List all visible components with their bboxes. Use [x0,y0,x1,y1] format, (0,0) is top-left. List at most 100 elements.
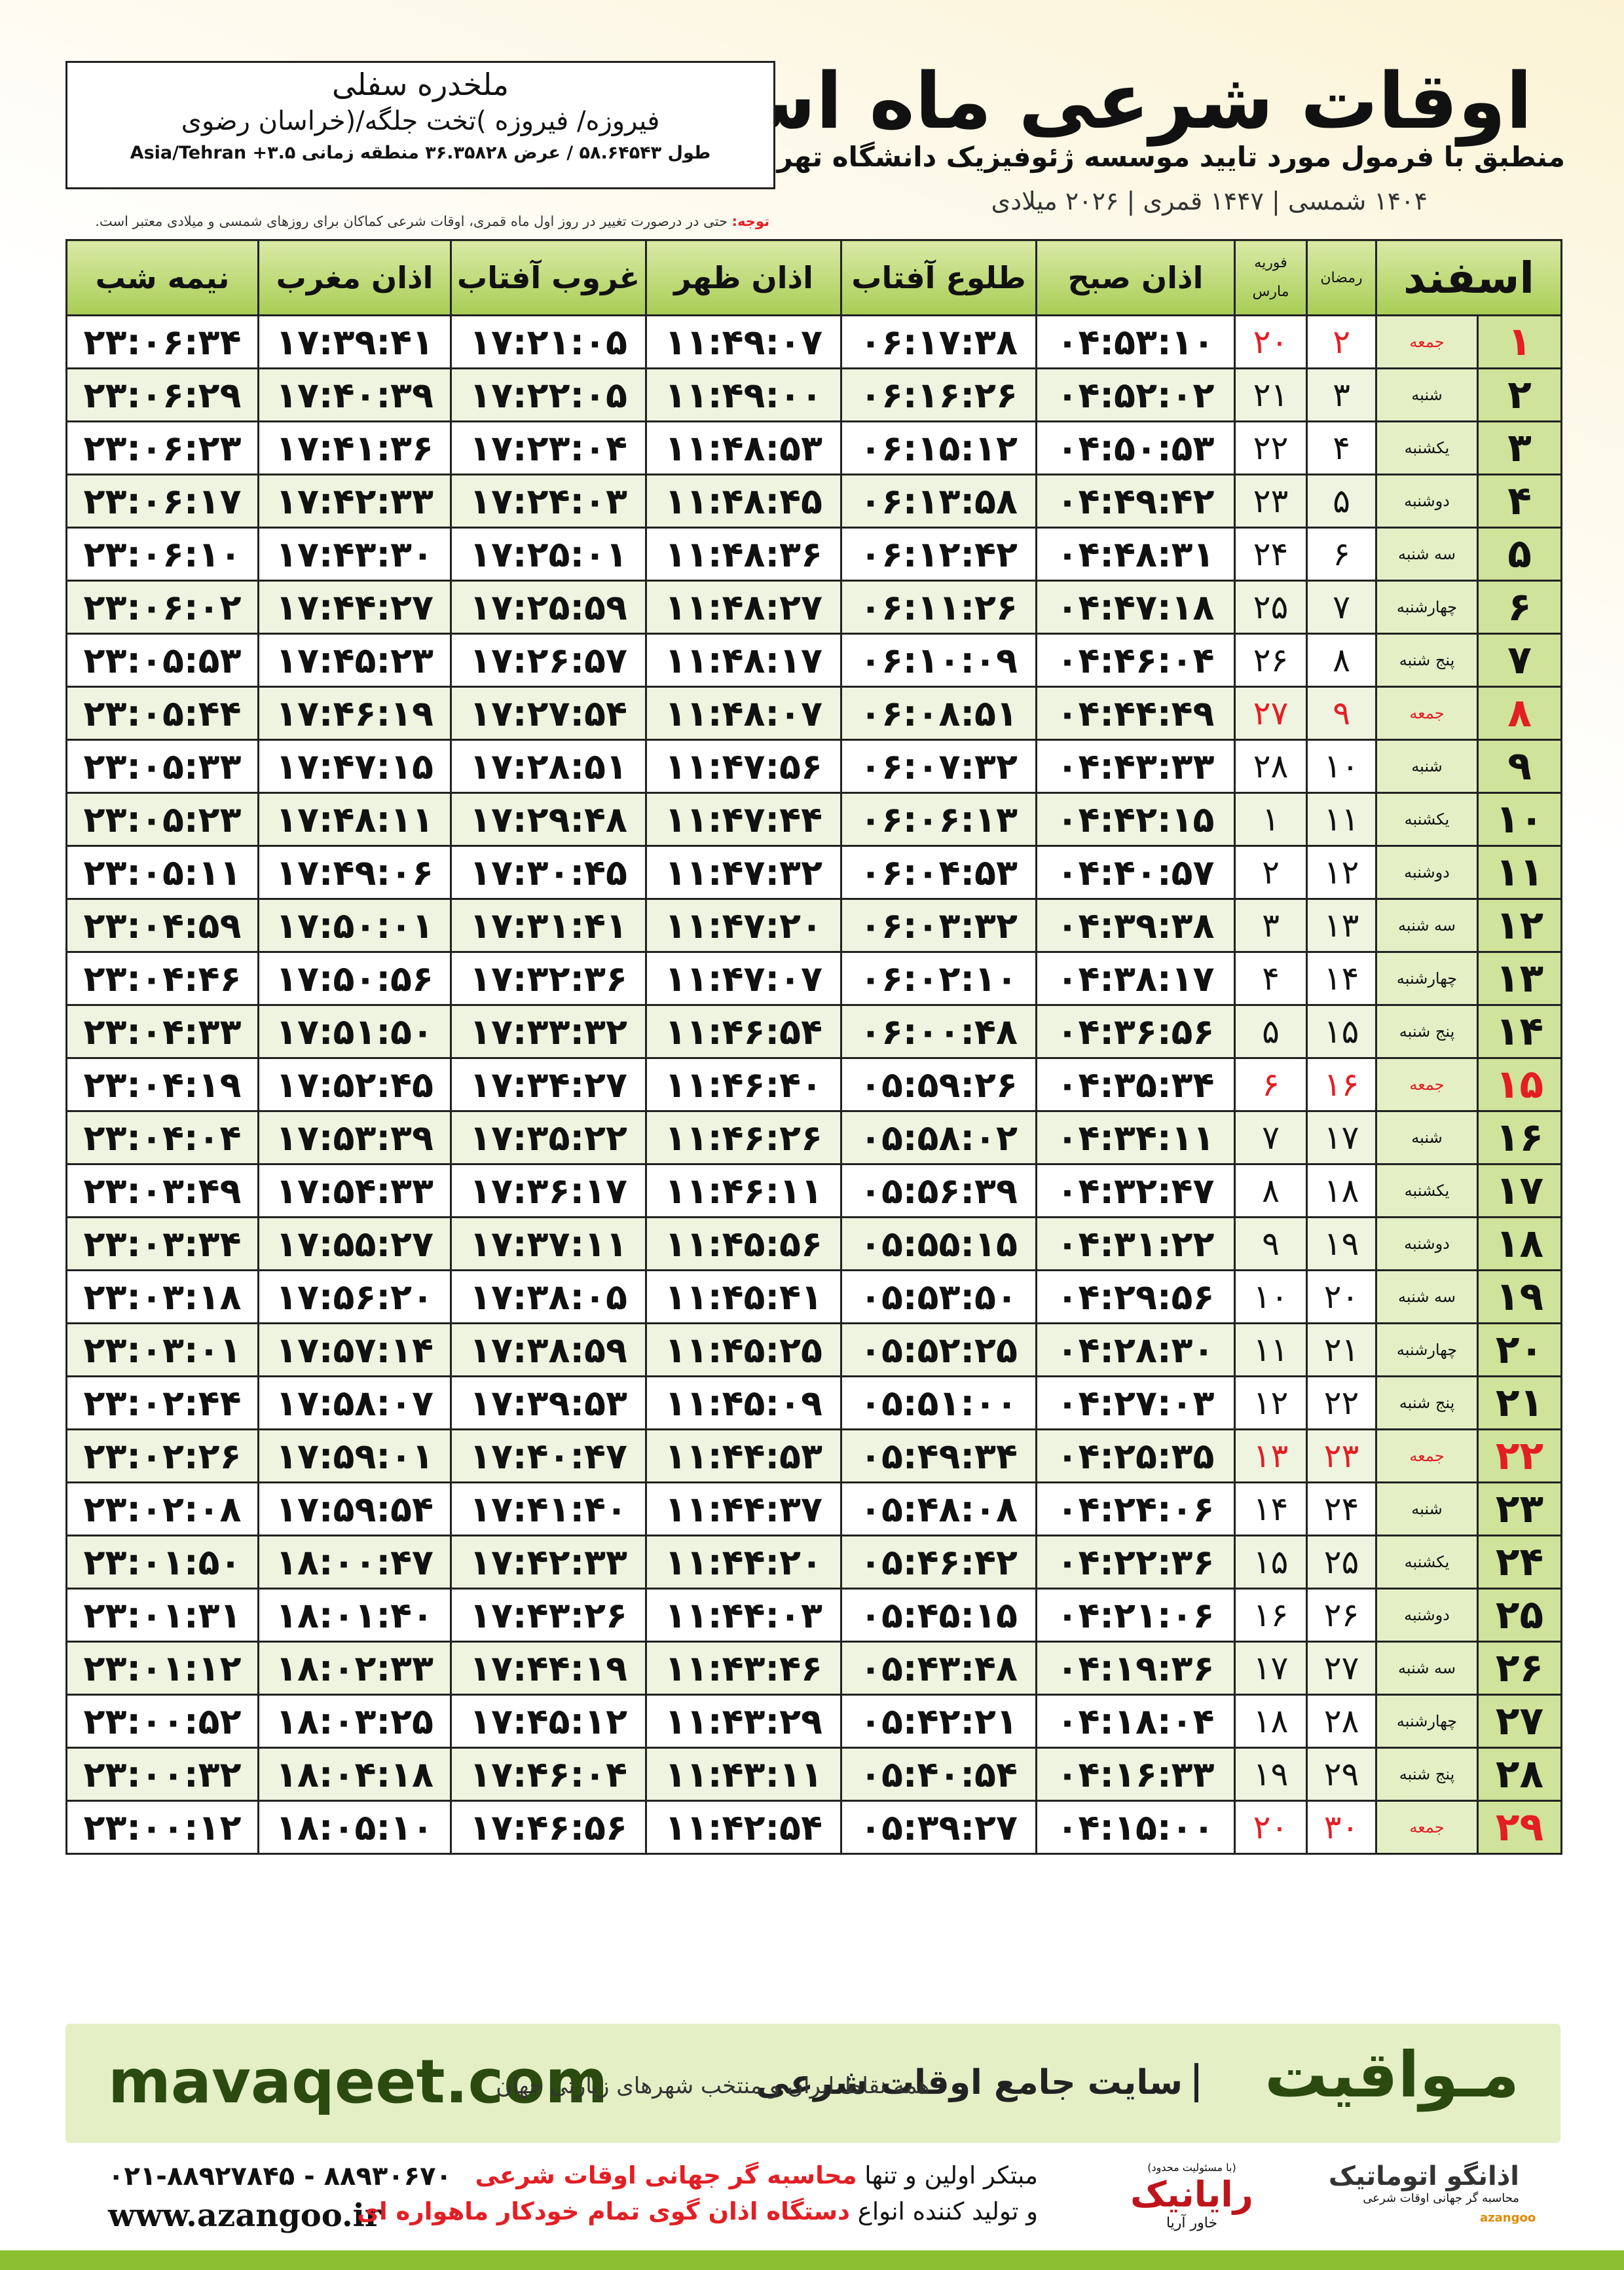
sunset: ۱۷:۴۴:۱۹ [450,1641,647,1696]
table-row: ۲۱ پنج شنبه ۲۲ ۱۲ ۰۴:۲۷:۰۳ ۰۵:۵۱:۰۰ ۱۱:۴۵:۰۹ ۱۷… [65,1375,1563,1430]
ramadan-day: ۲ [1306,314,1377,369]
fajr: ۰۴:۵۳:۱۰ [1035,314,1236,369]
bottom-bar [0,2250,1624,2270]
promo-highlight: دستگاه اذان گوی تمام خودکار ماهواره ای [357,2197,850,2225]
maghrib: ۱۸:۰۰:۴۷ [257,1535,452,1590]
fajr: ۰۴:۴۶:۰۴ [1035,633,1236,688]
sunset: ۱۷:۳۴:۲۷ [450,1057,647,1112]
day: ۱۸ [1477,1216,1563,1271]
weekday: سه شنبه [1375,898,1479,953]
maghrib: ۱۸:۰۳:۲۵ [257,1694,452,1749]
sunrise: ۰۵:۵۱:۰۰ [840,1375,1037,1430]
ramadan-day: ۴ [1306,420,1377,475]
day: ۴ [1477,474,1563,529]
sunrise: ۰۶:۱۱:۲۶ [840,580,1037,635]
sunrise: ۰۵:۵۲:۲۵ [840,1322,1037,1377]
weekday: پنج شنبه [1375,633,1479,688]
logo-name: رایانیک [1130,2174,1253,2215]
sunset: ۱۷:۴۱:۴۰ [450,1481,647,1536]
sunset: ۱۷:۲۵:۰۱ [450,527,647,582]
march-day: ۸ [1234,1163,1308,1218]
weekday: دوشنبه [1375,474,1479,529]
march-day: ۱۲ [1234,1375,1308,1430]
dhuhr: ۱۱:۴۹:۰۷ [645,314,842,369]
fajr: ۰۴:۴۲:۱۵ [1035,792,1236,847]
maghrib: ۱۷:۵۵:۲۷ [257,1216,452,1271]
sunrise: ۰۵:۵۹:۲۶ [840,1057,1037,1112]
sunrise: ۰۵:۳۹:۲۷ [840,1800,1037,1855]
ramadan-day: ۱۸ [1306,1163,1377,1218]
fajr: ۰۴:۲۹:۵۶ [1035,1269,1236,1324]
site-url[interactable]: mavaqeet.com [108,2047,608,2117]
ramadan-day: ۱۵ [1306,1004,1377,1059]
ramadan-day: ۲۹ [1306,1747,1377,1802]
sunrise: ۰۵:۵۶:۳۹ [840,1163,1037,1218]
ramadan-day: ۲۰ [1306,1269,1377,1324]
midnight: ۲۳:۰۵:۱۱ [65,845,259,900]
sunrise: ۰۵:۴۰:۵۴ [840,1747,1037,1802]
dhuhr: ۱۱:۴۴:۳۷ [645,1481,842,1536]
column-header: نیمه شب [65,239,259,316]
coverage: همه نقاط ایران و منتخب شهرهای زیارتی جها… [496,2073,930,2099]
dhuhr: ۱۱:۴۸:۴۵ [645,474,842,529]
midnight: ۲۳:۰۵:۴۴ [65,686,259,741]
day: ۳ [1477,420,1563,475]
march-day: ۶ [1234,1057,1308,1112]
phone: ۰۲۱-۸۸۹۲۷۸۴۵ - ۸۸۹۳۰۶۷۰ [108,2161,452,2191]
midnight: ۲۳:۰۶:۳۴ [65,314,259,369]
march-day: ۱۹ [1234,1747,1308,1802]
day: ۹ [1477,739,1563,794]
midnight: ۲۳:۰۰:۳۲ [65,1747,259,1802]
ramadan-day: ۶ [1306,527,1377,582]
logo-sub: خاور آریا [1166,2215,1218,2231]
tagline: سایت جامع اوقات شرعی [756,2063,1198,2102]
sunrise: ۰۵:۴۹:۳۴ [840,1428,1037,1483]
march-day: ۱ [1234,792,1308,847]
sunrise: ۰۵:۵۸:۰۲ [840,1110,1037,1165]
table-row: ۴ دوشنبه ۵ ۲۳ ۰۴:۴۹:۴۲ ۰۶:۱۳:۵۸ ۱۱:۴۸:۴۵ ۱۷:۲۴:… [65,474,1563,529]
day: ۲۰ [1477,1322,1563,1377]
dhuhr: ۱۱:۴۷:۳۲ [645,845,842,900]
march-day: ۱۷ [1234,1641,1308,1696]
fajr: ۰۴:۴۹:۴۲ [1035,474,1236,529]
march-day: ۲۲ [1234,420,1308,475]
table-row: ۲۹ جمعه ۳۰ ۲۰ ۰۴:۱۵:۰۰ ۰۵:۳۹:۲۷ ۱۱:۴۲:۵۴ ۱۷:۴۶:… [65,1800,1563,1855]
fajr: ۰۴:۳۸:۱۷ [1035,951,1236,1006]
march-day: ۲۷ [1234,686,1308,741]
sunrise: ۰۵:۴۸:۰۸ [840,1481,1037,1536]
sunrise: ۰۵:۵۳:۵۰ [840,1269,1037,1324]
midnight: ۲۳:۰۵:۵۳ [65,633,259,688]
midnight: ۲۳:۰۰:۱۲ [65,1800,259,1855]
dhuhr: ۱۱:۴۴:۰۳ [645,1588,842,1643]
march-day: ۱۶ [1234,1588,1308,1643]
ramadan-day: ۹ [1306,686,1377,741]
weekday: دوشنبه [1375,845,1479,900]
weekday: چهارشنبه [1375,1322,1479,1377]
fajr: ۰۴:۴۳:۳۳ [1035,739,1236,794]
day: ۱۱ [1477,845,1563,900]
midnight: ۲۳:۰۴:۱۹ [65,1057,259,1112]
sunset: ۱۷:۴۶:۵۶ [450,1800,647,1855]
weekday: سه شنبه [1375,527,1479,582]
midnight: ۲۳:۰۶:۲۳ [65,420,259,475]
dhuhr: ۱۱:۴۵:۰۹ [645,1375,842,1430]
march-day: ۳ [1234,898,1308,953]
maghrib: ۱۷:۴۲:۳۳ [257,474,452,529]
ramadan-day: ۱۲ [1306,845,1377,900]
day: ۲۲ [1477,1428,1563,1483]
column-header: فوریه مارس [1234,239,1308,316]
sunset: ۱۷:۳۸:۵۹ [450,1322,647,1377]
maghrib: ۱۷:۴۳:۳۰ [257,527,452,582]
table-row: ۱۸ دوشنبه ۱۹ ۹ ۰۴:۳۱:۲۲ ۰۵:۵۵:۱۵ ۱۱:۴۵:۵۶ ۱۷:۳۷… [65,1216,1563,1271]
web-url[interactable]: www.azangoo.ir [108,2197,382,2234]
day: ۲۳ [1477,1481,1563,1536]
midnight: ۲۳:۰۴:۰۴ [65,1110,259,1165]
sunrise: ۰۶:۰۶:۱۳ [840,792,1037,847]
maghrib: ۱۷:۵۹:۵۴ [257,1481,452,1536]
ramadan-day: ۱۱ [1306,792,1377,847]
fajr: ۰۴:۵۰:۵۳ [1035,420,1236,475]
table-row: ۱۴ پنج شنبه ۱۵ ۵ ۰۴:۳۶:۵۶ ۰۶:۰۰:۴۸ ۱۱:۴۶:۵۴ ۱۷:… [65,1004,1563,1059]
footer-box [65,2024,1560,2143]
day: ۲۸ [1477,1747,1563,1802]
location-name: ملخدره سفلی [331,67,509,102]
